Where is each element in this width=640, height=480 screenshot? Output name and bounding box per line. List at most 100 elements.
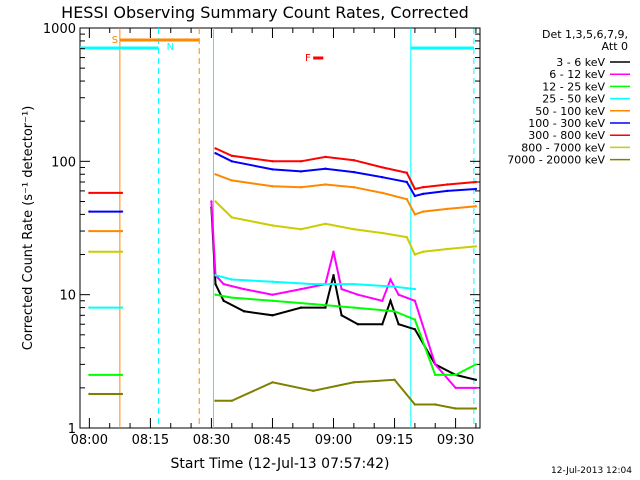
series-point bbox=[352, 170, 356, 174]
series-point bbox=[393, 310, 396, 313]
series-point bbox=[446, 207, 449, 211]
legend-label: 50 - 100 keV bbox=[535, 105, 605, 118]
series-point bbox=[393, 285, 396, 288]
series-point bbox=[352, 282, 356, 286]
series-point bbox=[230, 160, 233, 163]
x-tick-label: 08:45 bbox=[254, 433, 291, 448]
series-point bbox=[88, 191, 91, 195]
y-tick-label: 1000 bbox=[43, 22, 76, 37]
series-point bbox=[214, 293, 217, 296]
series-point bbox=[421, 192, 425, 196]
series-point bbox=[214, 282, 217, 286]
timestamp-footer: 12-Jul-2013 12:04 bbox=[550, 466, 632, 476]
series-point bbox=[405, 236, 408, 239]
series-point bbox=[312, 302, 315, 306]
series-point bbox=[324, 222, 327, 225]
series-point bbox=[120, 250, 124, 253]
series-point bbox=[210, 200, 213, 203]
series-point bbox=[397, 323, 400, 326]
x-tick-label: 09:00 bbox=[315, 433, 352, 448]
series-point bbox=[434, 403, 437, 406]
series-point bbox=[214, 274, 217, 277]
series-point bbox=[474, 245, 478, 248]
series-point bbox=[413, 187, 417, 191]
series-point bbox=[446, 189, 449, 193]
series-point bbox=[352, 159, 356, 162]
series-point bbox=[88, 229, 91, 233]
series-point bbox=[214, 152, 217, 155]
series-line-8 bbox=[89, 378, 476, 410]
series-point bbox=[413, 194, 417, 198]
series-point bbox=[421, 210, 425, 213]
series-point bbox=[332, 274, 335, 277]
legend-label: 300 - 800 keV bbox=[528, 129, 605, 142]
series-line-0 bbox=[210, 207, 477, 381]
series-point bbox=[271, 168, 274, 171]
series-point bbox=[222, 299, 225, 302]
series-point bbox=[88, 306, 91, 309]
series-point bbox=[405, 171, 408, 174]
series-point bbox=[88, 373, 91, 377]
series-point bbox=[214, 173, 217, 176]
series-point bbox=[413, 299, 417, 302]
series-point bbox=[299, 228, 303, 231]
series-point bbox=[271, 293, 274, 296]
series-point bbox=[389, 299, 392, 302]
series-point bbox=[454, 407, 457, 410]
series-point bbox=[434, 363, 437, 366]
series-point bbox=[352, 186, 356, 189]
series-point bbox=[352, 228, 356, 231]
series-point bbox=[405, 180, 408, 184]
series-line-6 bbox=[89, 147, 476, 194]
x-tick-label: 08:15 bbox=[132, 433, 169, 448]
series-point bbox=[474, 205, 478, 208]
annotation-f: F bbox=[305, 53, 311, 64]
series-point bbox=[299, 160, 303, 163]
series-point bbox=[242, 310, 246, 313]
series-point bbox=[324, 155, 327, 159]
series-point bbox=[299, 170, 303, 173]
series-point bbox=[324, 306, 327, 309]
series-point bbox=[299, 287, 303, 291]
series-point bbox=[230, 296, 233, 299]
series-point bbox=[340, 314, 343, 317]
series-point bbox=[474, 378, 478, 381]
y-tick-label: 100 bbox=[51, 155, 76, 170]
series-point bbox=[312, 389, 315, 392]
series-point bbox=[88, 392, 91, 396]
series-point bbox=[413, 213, 417, 216]
legend-label: 800 - 7000 keV bbox=[521, 141, 605, 154]
series-point bbox=[120, 392, 124, 396]
series-point bbox=[381, 231, 384, 235]
series-point bbox=[324, 183, 327, 186]
legend-label: 100 - 300 keV bbox=[528, 117, 605, 130]
annotations: S N F bbox=[112, 35, 311, 64]
series-point bbox=[381, 191, 384, 195]
series-point bbox=[120, 210, 124, 213]
x-tick-label: 09:30 bbox=[437, 433, 474, 448]
legend-header-line1: Det 1,3,5,6,7,9, bbox=[542, 28, 628, 41]
series-line-5 bbox=[89, 152, 476, 213]
legend-label: 12 - 25 keV bbox=[542, 80, 605, 93]
series-point bbox=[446, 247, 449, 251]
series-point bbox=[405, 198, 408, 201]
series-point bbox=[340, 287, 343, 291]
y-tick-label: 1 bbox=[68, 422, 76, 437]
series-point bbox=[454, 386, 457, 390]
series-point bbox=[446, 183, 449, 186]
series-point bbox=[230, 278, 233, 281]
series-point bbox=[474, 407, 478, 410]
series-point bbox=[413, 287, 417, 291]
series-line-2 bbox=[89, 293, 477, 376]
series-point bbox=[413, 403, 417, 406]
series-point bbox=[271, 280, 274, 283]
series-point bbox=[120, 306, 124, 309]
series-point bbox=[271, 314, 274, 317]
series-point bbox=[356, 323, 360, 326]
series-point bbox=[214, 200, 217, 203]
series-point bbox=[299, 306, 303, 309]
series-point bbox=[413, 328, 417, 331]
plot-frame bbox=[79, 27, 481, 429]
series-point bbox=[312, 282, 315, 286]
